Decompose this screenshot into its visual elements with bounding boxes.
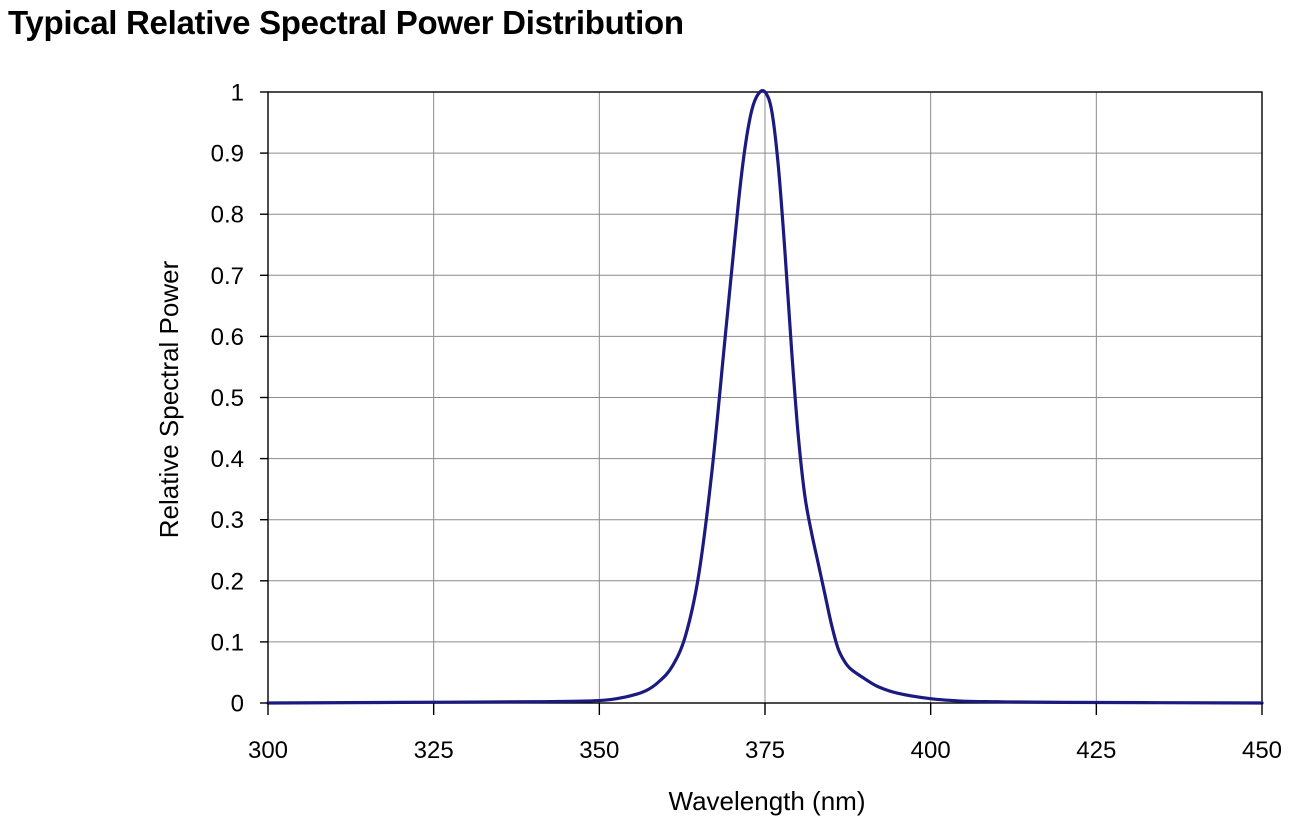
y-tick-label: 0.9 xyxy=(211,141,244,168)
x-tick-label: 400 xyxy=(911,737,951,764)
x-tick-label: 375 xyxy=(745,737,785,764)
y-tick-label: 0.6 xyxy=(211,324,244,351)
y-tick-label: 0.8 xyxy=(211,202,244,229)
y-tick-label: 0.4 xyxy=(211,446,244,473)
y-tick-label: 1 xyxy=(231,80,244,107)
x-tick-label: 350 xyxy=(579,737,619,764)
y-tick-label: 0.1 xyxy=(211,629,244,656)
y-tick-label: 0 xyxy=(231,691,244,718)
x-tick-label: 325 xyxy=(414,737,454,764)
spectral-power-line xyxy=(266,88,1264,705)
x-tick-label: 450 xyxy=(1242,737,1282,764)
x-axis-label: Wavelength (nm) xyxy=(669,786,866,816)
y-tick-label: 0.2 xyxy=(211,568,244,595)
y-tick-label: 0.3 xyxy=(211,507,244,534)
y-tick-label: 0.5 xyxy=(211,385,244,412)
grid-lines xyxy=(268,92,1262,703)
axes: 0 0.1 0.2 0.3 0.4 0.5 0.6 0.7 0.8 0.9 1 300 325 350 37… xyxy=(211,80,1282,765)
x-tick-label: 300 xyxy=(248,737,288,764)
x-tick-label: 425 xyxy=(1076,737,1116,764)
chart-title: Typical Relative Spectral Power Distribu… xyxy=(8,4,684,41)
series-layer xyxy=(266,88,1264,705)
y-axis-label: Relative Spectral Power xyxy=(154,260,184,538)
y-tick-label: 0.7 xyxy=(211,263,244,290)
